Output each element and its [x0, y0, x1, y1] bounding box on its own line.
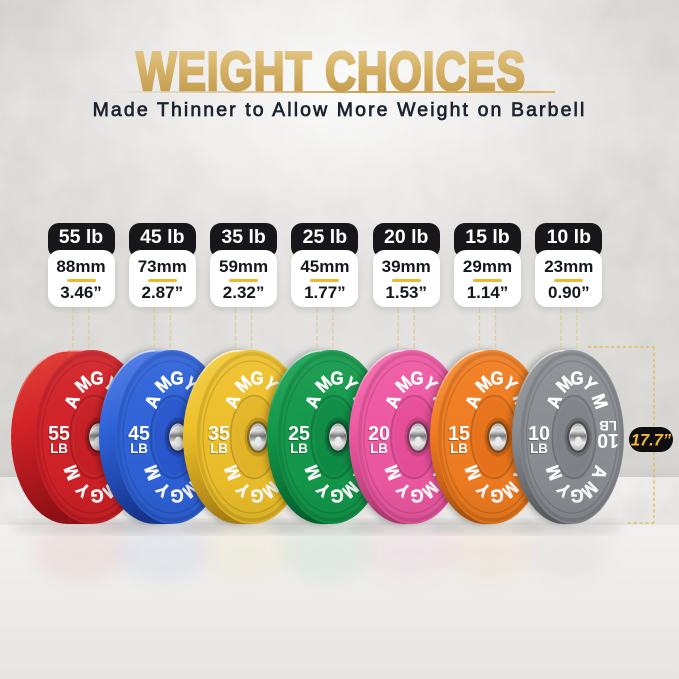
svg-text:17.7”: 17.7”: [631, 432, 672, 450]
svg-text:WEIGHT CHOICES: WEIGHT CHOICES: [136, 41, 526, 102]
